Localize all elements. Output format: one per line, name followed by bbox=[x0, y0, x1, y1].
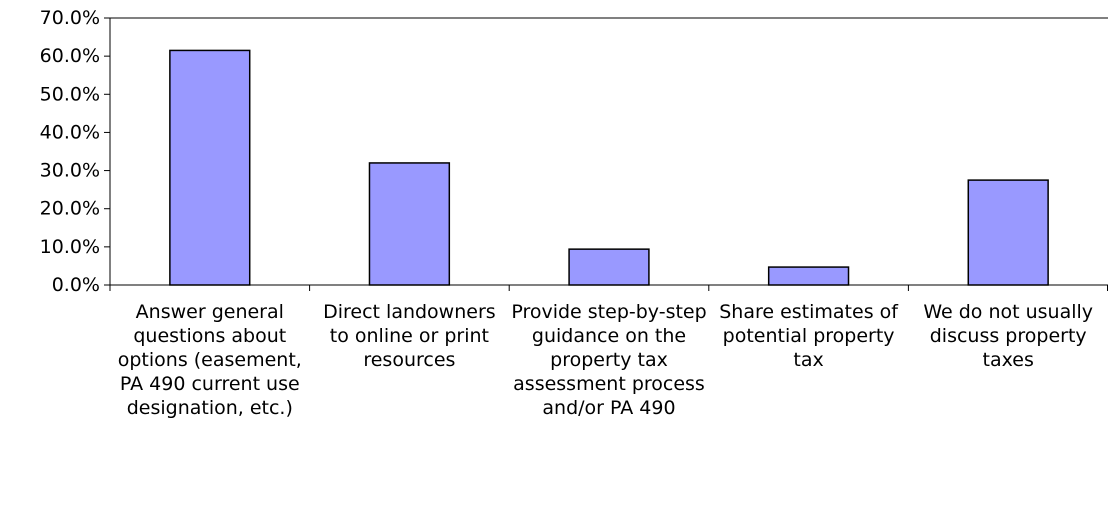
y-tick-label: 70.0% bbox=[40, 7, 100, 29]
bar bbox=[169, 49, 251, 286]
bar bbox=[568, 248, 650, 286]
y-tick-label: 10.0% bbox=[40, 236, 100, 258]
x-tick-label: Answer general questions about options (… bbox=[117, 301, 302, 419]
y-tick-label: 40.0% bbox=[40, 121, 100, 143]
y-tick-label: 60.0% bbox=[40, 45, 100, 67]
x-tick-label: Direct landowners to online or print res… bbox=[323, 301, 496, 371]
bar bbox=[767, 266, 850, 286]
bar bbox=[368, 162, 451, 286]
x-tick-label: We do not usually discuss property taxes bbox=[923, 301, 1094, 371]
x-tick-label: Share estimates of potential property ta… bbox=[719, 301, 898, 371]
x-tick-label: Provide step-by-step guidance on the pro… bbox=[511, 301, 707, 419]
y-tick-label: 50.0% bbox=[40, 83, 100, 105]
bar bbox=[967, 179, 1049, 286]
y-tick-label: 0.0% bbox=[52, 274, 100, 296]
y-tick-label: 20.0% bbox=[40, 198, 100, 220]
y-tick-label: 30.0% bbox=[40, 160, 100, 182]
